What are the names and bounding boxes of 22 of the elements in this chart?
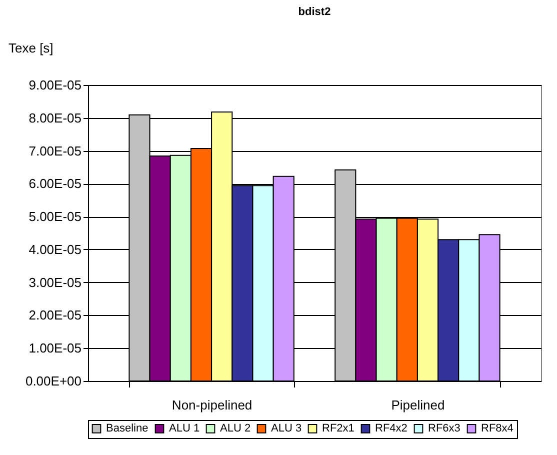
y-tick-label: 5.00E-05 (28, 209, 82, 224)
legend-label: ALU 1 (169, 422, 200, 435)
y-tick-label: 4.00E-05 (28, 242, 82, 257)
y-tick-label: 9.00E-05 (28, 78, 82, 92)
y-tick-label: 6.00E-05 (28, 176, 82, 192)
legend-label: Baseline (106, 422, 148, 435)
y-tick-label: 1.00E-05 (28, 340, 82, 356)
legend-label: RF8x4 (481, 422, 514, 435)
y-tick-label: 8.00E-05 (28, 110, 82, 126)
legend-label: RF4x2 (375, 422, 408, 435)
y-tick-label: 3.00E-05 (28, 274, 82, 290)
legend-label: RF2x1 (322, 422, 354, 435)
legend-label: ALU 3 (271, 422, 302, 435)
legend-label: RF6x3 (428, 422, 460, 435)
x-tick-label: Non-pipelined (172, 398, 252, 412)
chart-title: bdist2 (298, 6, 331, 18)
x-tick-label: Pipelined (391, 398, 445, 412)
y-tick-label: 7.00E-05 (28, 143, 82, 158)
y-tick-label: 0.00E+00 (25, 374, 82, 388)
legend-label: ALU 2 (220, 422, 251, 435)
y-tick-label: 2.00E-05 (28, 308, 82, 323)
y-axis-title: Texe [s] (8, 40, 54, 56)
